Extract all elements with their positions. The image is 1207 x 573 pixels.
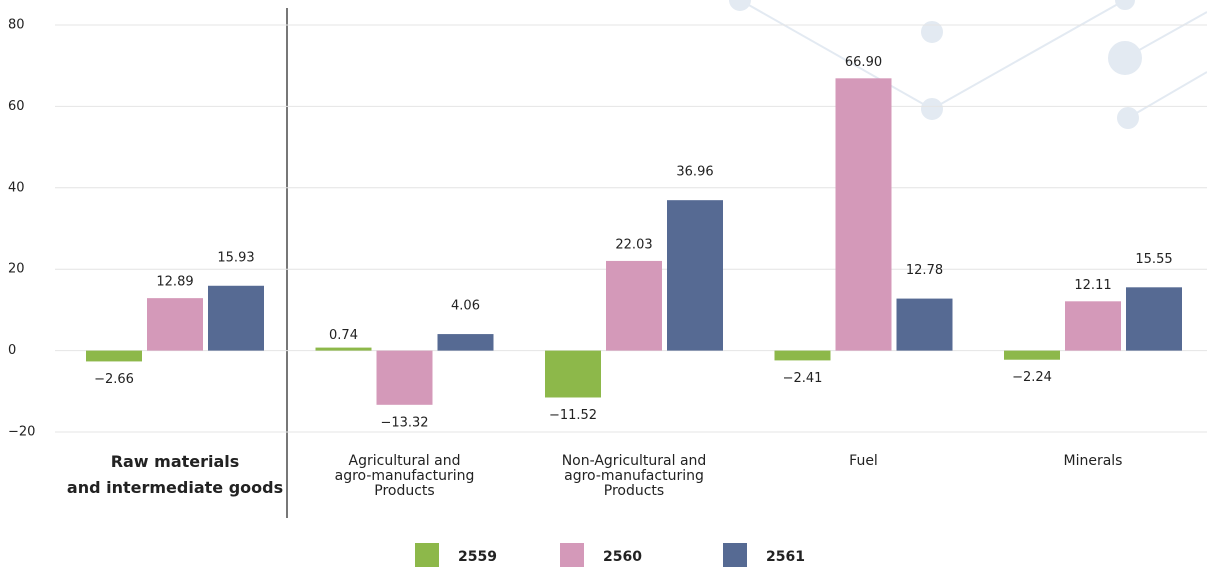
x-tick-label: Raw materials and intermediate goods — [66, 452, 284, 497]
legend-swatch — [415, 543, 439, 567]
bar — [208, 285, 264, 351]
bar — [667, 200, 723, 351]
value-label: 4.06 — [451, 299, 480, 314]
bar — [86, 350, 142, 362]
bar — [545, 350, 601, 398]
value-label: 12.89 — [156, 275, 193, 290]
legend-label: 2561 — [766, 549, 805, 565]
bar — [1065, 301, 1121, 351]
value-label: −2.66 — [94, 372, 134, 387]
value-label: −2.24 — [1012, 370, 1052, 385]
y-tick-label: 80 — [8, 18, 25, 33]
value-label: −2.41 — [783, 371, 823, 386]
value-label: −11.52 — [549, 408, 597, 423]
value-label: 66.90 — [845, 55, 882, 70]
bar — [896, 298, 953, 351]
bar — [1126, 287, 1182, 351]
y-tick-label: 40 — [8, 180, 25, 195]
bar — [774, 350, 831, 361]
x-tick-label: Agricultural and agro-manufacturing Prod… — [334, 453, 475, 499]
value-label: 0.74 — [329, 328, 358, 343]
legend-swatch — [723, 543, 747, 567]
bar — [606, 260, 662, 351]
value-label: −13.32 — [380, 415, 428, 430]
legend-label: 2559 — [458, 549, 497, 565]
bar — [147, 298, 203, 351]
bar — [835, 78, 892, 351]
value-label: 22.03 — [615, 237, 652, 252]
value-label: 36.96 — [676, 165, 713, 180]
bar — [437, 334, 494, 351]
y-tick-label: 0 — [8, 343, 16, 358]
bar — [315, 347, 372, 351]
y-tick-label: −20 — [8, 425, 35, 440]
value-label: 12.78 — [906, 263, 943, 278]
bar — [376, 350, 433, 405]
legend-label: 2560 — [603, 549, 642, 565]
legend-swatch — [560, 543, 584, 567]
value-label: 12.11 — [1074, 278, 1111, 293]
y-tick-label: 60 — [8, 99, 25, 114]
value-label: 15.93 — [217, 250, 254, 265]
y-tick-label: 20 — [8, 262, 25, 277]
decoration — [729, 0, 1207, 129]
bar — [1004, 350, 1060, 360]
x-tick-label: Non-Agricultural and agro-manufacturing … — [561, 453, 707, 499]
value-label: 15.55 — [1135, 252, 1172, 267]
x-tick-label: Fuel — [849, 453, 878, 469]
x-tick-label: Minerals — [1063, 453, 1123, 469]
